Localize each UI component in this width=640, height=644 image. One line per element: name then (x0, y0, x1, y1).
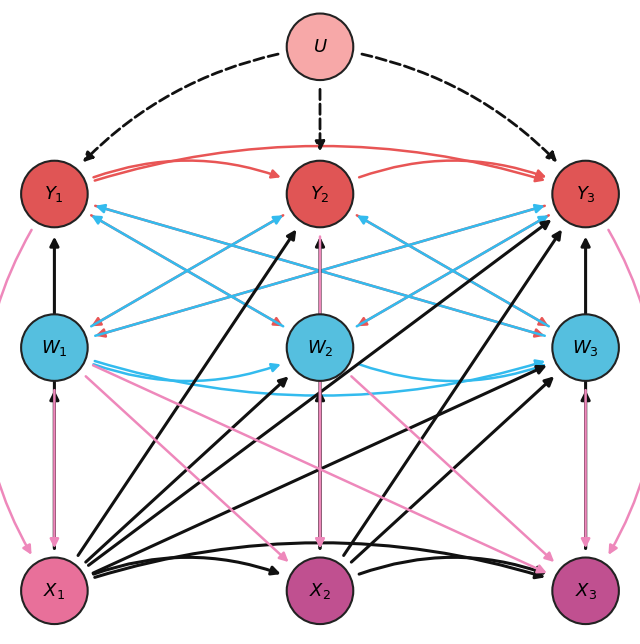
Text: $X_2$: $X_2$ (309, 581, 331, 601)
FancyArrowPatch shape (316, 240, 324, 548)
FancyArrowPatch shape (51, 240, 58, 548)
FancyArrowPatch shape (92, 215, 281, 325)
FancyArrowPatch shape (51, 393, 58, 548)
FancyArrowPatch shape (359, 365, 544, 381)
FancyArrowPatch shape (351, 376, 552, 560)
FancyArrowPatch shape (344, 232, 560, 556)
FancyArrowPatch shape (359, 216, 548, 327)
FancyArrowPatch shape (88, 222, 548, 565)
FancyArrowPatch shape (78, 232, 294, 556)
Text: $W_1$: $W_1$ (41, 337, 68, 357)
FancyArrowPatch shape (316, 236, 324, 545)
FancyArrowPatch shape (362, 54, 555, 160)
Circle shape (287, 14, 353, 80)
FancyArrowPatch shape (51, 390, 58, 545)
Circle shape (21, 314, 88, 381)
FancyArrowPatch shape (316, 90, 324, 148)
Text: $Y_3$: $Y_3$ (575, 184, 596, 204)
FancyArrowPatch shape (351, 379, 552, 562)
FancyArrowPatch shape (609, 230, 640, 553)
FancyArrowPatch shape (98, 205, 545, 336)
Text: $Y_1$: $Y_1$ (44, 184, 65, 204)
FancyArrowPatch shape (93, 366, 544, 573)
FancyArrowPatch shape (359, 160, 544, 177)
Circle shape (21, 161, 88, 227)
Text: $X_3$: $X_3$ (575, 581, 596, 601)
FancyArrowPatch shape (582, 240, 589, 548)
Circle shape (287, 161, 353, 227)
Circle shape (552, 558, 619, 624)
FancyArrowPatch shape (0, 230, 31, 553)
FancyArrowPatch shape (86, 376, 287, 560)
Circle shape (287, 558, 353, 624)
Text: $X_1$: $X_1$ (44, 581, 65, 601)
Text: $Y_2$: $Y_2$ (310, 184, 330, 204)
FancyArrowPatch shape (98, 206, 545, 336)
Circle shape (287, 314, 353, 381)
FancyArrowPatch shape (582, 393, 589, 548)
Text: $W_3$: $W_3$ (572, 337, 599, 357)
FancyArrowPatch shape (359, 215, 548, 325)
FancyArrowPatch shape (85, 54, 278, 160)
FancyArrowPatch shape (357, 215, 547, 325)
FancyArrowPatch shape (93, 215, 283, 325)
FancyArrowPatch shape (95, 543, 542, 578)
FancyArrowPatch shape (359, 557, 543, 574)
FancyArrowPatch shape (93, 365, 278, 381)
FancyArrowPatch shape (95, 205, 542, 336)
FancyArrowPatch shape (95, 206, 542, 336)
Circle shape (21, 558, 88, 624)
FancyArrowPatch shape (316, 390, 324, 545)
FancyArrowPatch shape (93, 216, 283, 327)
Text: $W_2$: $W_2$ (307, 337, 333, 357)
FancyArrowPatch shape (316, 393, 324, 548)
FancyArrowPatch shape (92, 216, 281, 327)
FancyArrowPatch shape (582, 390, 589, 545)
FancyArrowPatch shape (93, 557, 278, 574)
Circle shape (552, 314, 619, 381)
Text: $U$: $U$ (312, 38, 328, 56)
FancyArrowPatch shape (93, 160, 278, 177)
FancyArrowPatch shape (93, 365, 545, 573)
Circle shape (552, 161, 619, 227)
FancyArrowPatch shape (86, 379, 286, 562)
FancyArrowPatch shape (95, 146, 543, 181)
FancyArrowPatch shape (95, 361, 543, 395)
FancyArrowPatch shape (357, 216, 547, 327)
